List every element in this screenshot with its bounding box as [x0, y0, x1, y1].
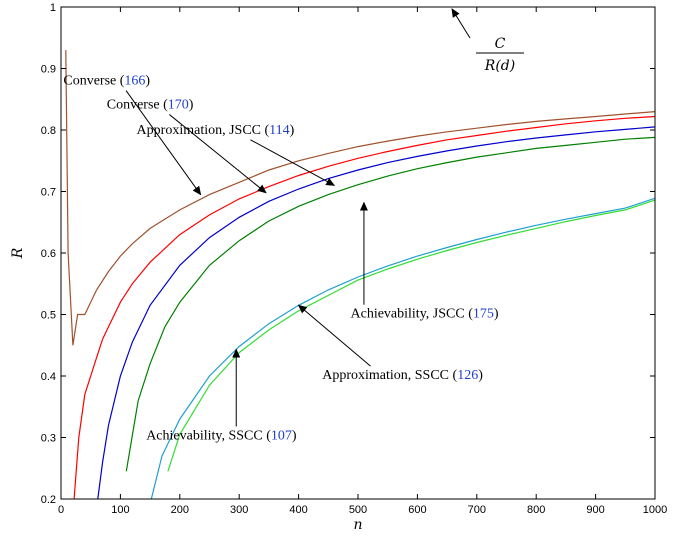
annotation-label: Achievability, SSCC (107) [146, 428, 297, 443]
annotation-5: Approximation, SSCC (126) [297, 304, 483, 383]
annotation-label: Converse (166) [63, 74, 150, 89]
y-tick-label: 0.3 [41, 433, 56, 445]
formula-arrow [451, 8, 471, 39]
annotation-6: Achievability, SSCC (107) [146, 348, 297, 443]
annotation-text: Achievability, SSCC ( [146, 428, 271, 443]
annotation-close: ) [478, 368, 483, 383]
annotation-text: Approximation, SSCC ( [322, 368, 457, 383]
x-tick-label: 100 [111, 504, 129, 516]
annotation-arrow [297, 304, 371, 367]
y-tick-label: 0.9 [41, 64, 56, 76]
annotation-close: ) [189, 98, 194, 113]
series-line-5 [150, 197, 655, 499]
x-tick-label: 400 [289, 504, 307, 516]
x-tick-label: 200 [171, 504, 189, 516]
axis-ticks: 0 100 200 300 400 500 600 700 800 900 1000 0.2 0.3 0.… [41, 2, 668, 516]
annotation-text: Converse ( [107, 98, 168, 113]
series-line-6 [167, 199, 655, 472]
annotation-text: Converse ( [63, 74, 124, 89]
annotation-label: Converse (170) [107, 98, 194, 113]
series-line-2 [73, 115, 655, 499]
series-line-4 [125, 136, 655, 472]
annotation-label: Approximation, JSCC (114) [137, 123, 295, 138]
annotation-ref: 170 [168, 98, 189, 113]
x-tick-label: 900 [586, 504, 604, 516]
y-tick-label: 0.6 [41, 248, 56, 260]
annotation-arrow [125, 90, 202, 196]
y-tick-label: 0.5 [41, 310, 56, 322]
x-tick-label: 800 [527, 504, 545, 516]
annotation-ref: 175 [473, 307, 494, 322]
annotation-label: Achievability, JSCC (175) [351, 307, 499, 322]
annotation-text: Approximation, JSCC ( [137, 123, 270, 138]
annotation-close: ) [145, 74, 150, 89]
y-tick-label: 0.8 [41, 125, 56, 137]
formula-annotation: C R(d) [451, 8, 524, 74]
annotation-ref: 126 [457, 368, 478, 383]
x-tick-label: 0 [58, 504, 64, 516]
annotation-ref: 107 [271, 428, 292, 443]
y-tick-label: 0.7 [41, 187, 56, 199]
y-axis-label: R [10, 247, 26, 259]
x-tick-label: 1000 [643, 504, 667, 516]
x-tick-label: 500 [349, 504, 367, 516]
formula-numerator: C [495, 36, 506, 52]
annotations: Converse (166)Converse (170)Approximatio… [63, 8, 524, 443]
annotation-close: ) [494, 307, 499, 322]
y-tick-label: 0.4 [41, 371, 56, 383]
x-tick-label: 300 [230, 504, 248, 516]
x-axis-label: n [353, 517, 362, 533]
formula-denominator: R(d) [484, 58, 515, 74]
annotation-ref: 114 [269, 123, 289, 138]
annotation-ref: 166 [124, 74, 145, 89]
annotation-arrow [250, 139, 336, 186]
annotation-arrow [169, 114, 267, 194]
y-tick-label: 1 [50, 2, 56, 14]
annotation-1: Converse (166) [63, 74, 202, 196]
annotation-3: Approximation, JSCC (114) [137, 123, 336, 186]
series-line-1 [65, 50, 655, 346]
annotation-4: Achievability, JSCC (175) [351, 201, 499, 322]
x-tick-label: 600 [408, 504, 426, 516]
annotation-2: Converse (170) [107, 98, 267, 194]
annotation-text: Achievability, JSCC ( [351, 307, 474, 322]
annotation-label: Approximation, SSCC (126) [322, 368, 483, 383]
annotation-close: ) [292, 428, 297, 443]
y-tick-label: 0.2 [41, 494, 56, 506]
annotation-close: ) [290, 123, 295, 138]
x-tick-label: 700 [468, 504, 486, 516]
